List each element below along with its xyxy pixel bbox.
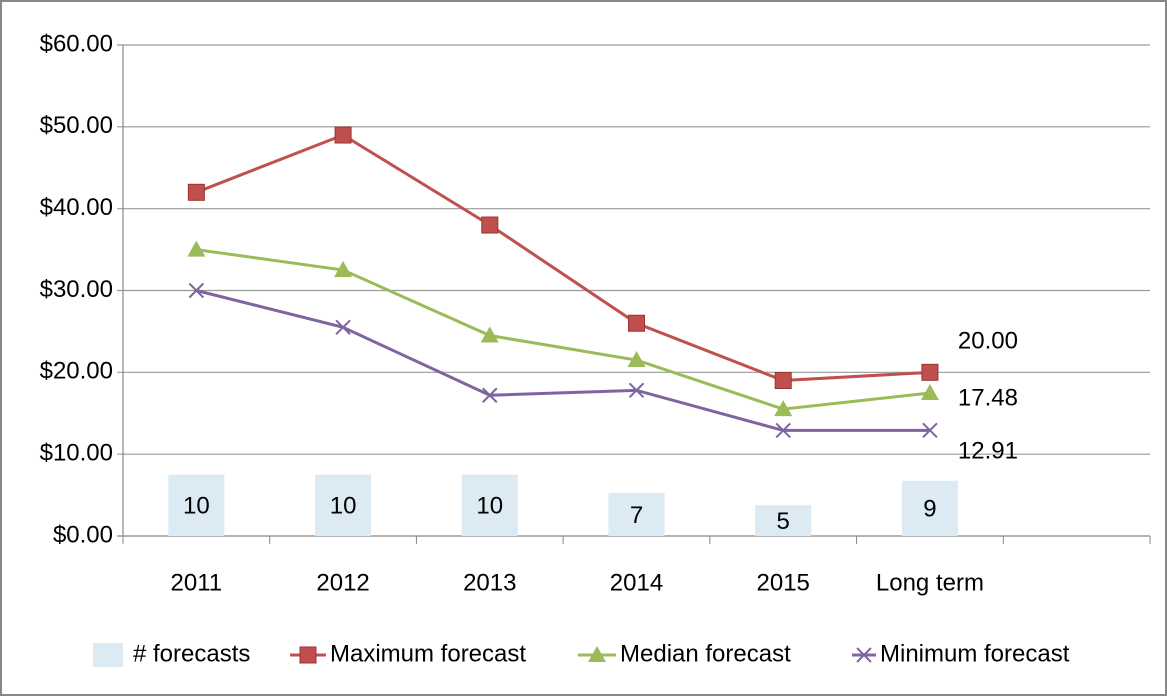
y-tick-label: $30.00 bbox=[40, 276, 113, 303]
bar-value-label: 7 bbox=[630, 502, 643, 529]
bar bbox=[461, 474, 518, 536]
bar-value-label: 10 bbox=[330, 493, 357, 520]
bar-value-label: 5 bbox=[777, 508, 790, 535]
legend-label: Median forecast bbox=[620, 640, 791, 667]
series-marker bbox=[480, 326, 499, 343]
x-tick-label: 2012 bbox=[316, 569, 369, 596]
bar bbox=[168, 474, 225, 536]
y-tick-label: $20.00 bbox=[40, 358, 113, 385]
data-label: 20.00 bbox=[958, 328, 1018, 355]
series-marker bbox=[774, 400, 793, 417]
x-tick-label: 2014 bbox=[610, 569, 663, 596]
series-marker bbox=[628, 314, 645, 332]
x-tick-label: Long term bbox=[876, 569, 984, 596]
legend-swatch bbox=[93, 643, 123, 667]
series-marker bbox=[187, 183, 205, 201]
series-marker bbox=[922, 422, 938, 439]
y-tick-label: $60.00 bbox=[40, 30, 113, 57]
y-tick-label: $0.00 bbox=[53, 521, 113, 548]
series-marker bbox=[775, 422, 791, 439]
bar bbox=[315, 474, 372, 536]
x-tick-label: 2011 bbox=[171, 569, 223, 596]
series-line bbox=[196, 248, 931, 411]
bar-value-label: 10 bbox=[476, 493, 503, 520]
series-marker bbox=[482, 387, 498, 403]
bar-value-label: 9 bbox=[923, 496, 936, 523]
series-marker bbox=[627, 351, 646, 368]
series-marker bbox=[481, 216, 499, 234]
series-marker bbox=[920, 383, 939, 400]
series-marker bbox=[774, 372, 792, 390]
legend-label: Minimum forecast bbox=[880, 640, 1070, 667]
series-marker bbox=[187, 240, 206, 257]
data-label: 12.91 bbox=[958, 438, 1018, 465]
series-marker bbox=[335, 319, 351, 336]
x-tick-label: 2015 bbox=[757, 569, 810, 596]
x-tick-label: 2013 bbox=[463, 569, 516, 596]
y-tick-label: $40.00 bbox=[40, 194, 113, 221]
legend-marker bbox=[299, 646, 317, 664]
series-marker bbox=[921, 363, 939, 381]
series-line bbox=[195, 289, 930, 432]
legend-marker bbox=[856, 647, 872, 663]
legend-label: # forecasts bbox=[133, 640, 250, 667]
series-marker bbox=[334, 126, 352, 144]
bar bbox=[901, 480, 958, 536]
bar bbox=[755, 505, 812, 536]
y-tick-label: $10.00 bbox=[40, 440, 113, 467]
legend-marker bbox=[588, 646, 606, 662]
series-marker bbox=[628, 382, 645, 399]
y-tick-label: $50.00 bbox=[40, 112, 113, 139]
series-marker bbox=[334, 261, 353, 278]
bar bbox=[608, 493, 665, 536]
data-label: 17.48 bbox=[958, 384, 1018, 411]
legend-label: Maximum forecast bbox=[330, 640, 526, 667]
bar-value-label: 10 bbox=[183, 493, 210, 520]
series-marker bbox=[188, 282, 205, 299]
series-line bbox=[195, 133, 931, 383]
